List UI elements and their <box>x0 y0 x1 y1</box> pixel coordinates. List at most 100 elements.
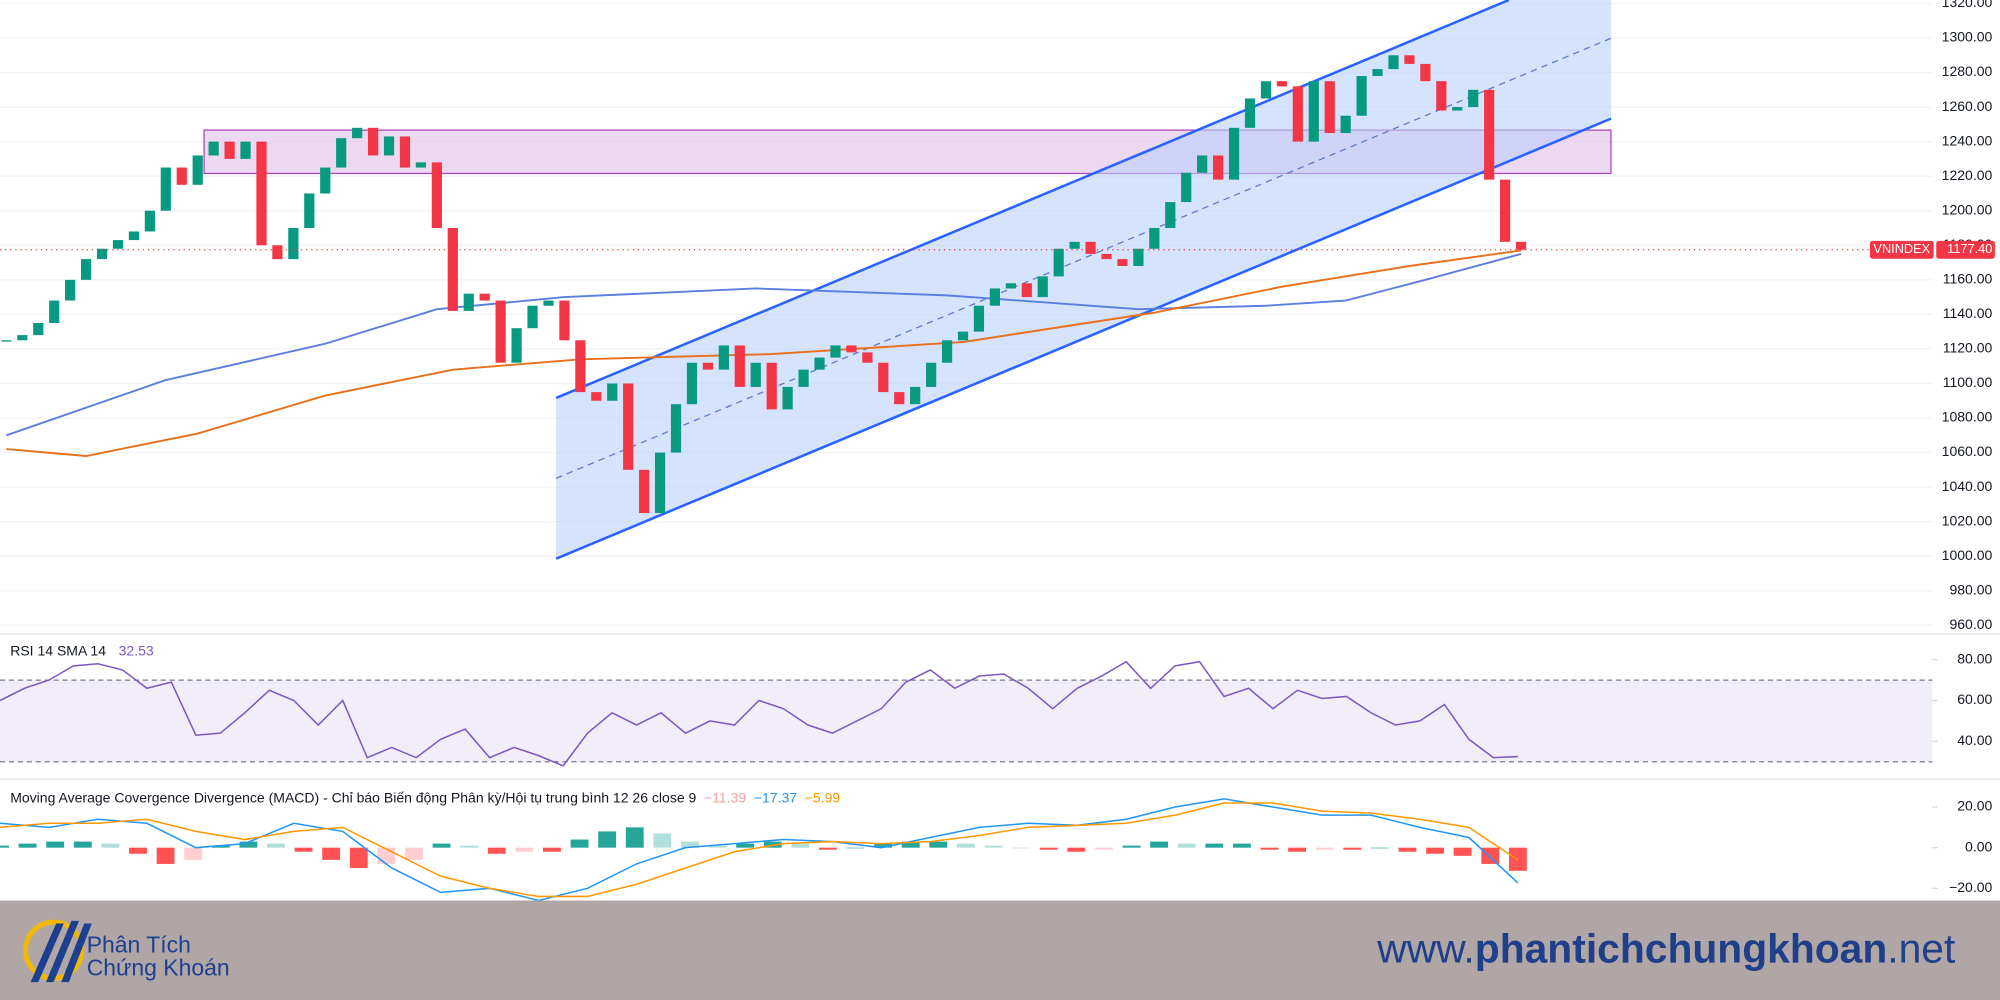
candle <box>17 335 28 341</box>
candle <box>1213 155 1224 180</box>
histogram-bar <box>1232 843 1251 848</box>
y-tick-label: 40.00 <box>1957 732 1992 748</box>
y-tick-label: 80.00 <box>1957 650 1992 666</box>
website-url: www.phantichchungkhoan.net <box>1376 925 1956 971</box>
candle <box>734 345 745 387</box>
histogram-bar <box>1260 847 1279 850</box>
histogram-bar <box>1039 847 1058 850</box>
channel-lower <box>555 117 1612 560</box>
candle <box>1340 115 1351 134</box>
y-tick-label: 1320.00 <box>1942 0 1993 10</box>
candle <box>1228 127 1240 180</box>
y-tick-label: 1060.00 <box>1942 443 1993 459</box>
y-tick-label: 980.00 <box>1949 581 1992 597</box>
y-tick-label: 20.00 <box>1957 798 1992 814</box>
candle <box>463 293 474 311</box>
y-tick-label: 1220.00 <box>1942 167 1993 183</box>
candle <box>80 259 92 280</box>
y-tick-label: 1300.00 <box>1942 29 1993 45</box>
candle <box>1484 89 1495 180</box>
candle <box>272 245 283 260</box>
candle <box>1372 69 1383 77</box>
candle <box>1 340 12 342</box>
candle <box>304 193 315 229</box>
histogram-bar <box>791 843 810 848</box>
candle <box>160 167 171 211</box>
url-part: www. <box>1376 925 1474 971</box>
candle <box>559 300 570 341</box>
histogram-bar <box>487 847 506 854</box>
y-tick-label: 1140.00 <box>1943 305 1993 321</box>
footer: Phân Tích Chứng Khoán www.phantichchungk… <box>0 900 2000 1000</box>
histogram-bar <box>1067 847 1086 852</box>
histogram-bar <box>349 847 368 868</box>
candle <box>1356 76 1367 116</box>
price-label: 1177.40 <box>1947 241 1992 256</box>
y-tick-label: 1100.00 <box>1943 374 1993 390</box>
histogram-bar <box>846 847 865 849</box>
candle <box>910 386 921 405</box>
candle <box>766 362 777 410</box>
candle <box>431 162 442 229</box>
histogram-bar <box>1205 843 1224 848</box>
candle <box>1005 283 1016 289</box>
histogram-bar <box>1343 847 1362 850</box>
candle <box>1324 81 1335 134</box>
candle <box>878 362 889 393</box>
candle <box>447 228 458 311</box>
candle <box>639 469 650 514</box>
y-tick-label: −20.00 <box>1949 879 1992 895</box>
candle <box>1308 81 1319 142</box>
indicator-value: −17.37 <box>754 789 797 805</box>
candle <box>1452 107 1463 111</box>
candle <box>623 383 634 470</box>
candle <box>862 352 873 363</box>
candle <box>1388 55 1399 70</box>
candle <box>288 228 299 260</box>
candle <box>1181 172 1192 203</box>
logo-text: Chứng Khoán <box>87 954 230 980</box>
y-tick-label: 0.00 <box>1965 838 1992 854</box>
candle <box>1468 89 1479 108</box>
candle <box>176 167 187 185</box>
histogram-bar <box>929 841 948 848</box>
logo-mark <box>30 920 92 983</box>
histogram-bar <box>984 845 1003 848</box>
candle <box>1165 202 1176 229</box>
histogram-bar <box>708 845 727 848</box>
histogram-bar <box>1453 847 1472 856</box>
candle <box>495 300 506 363</box>
candle <box>1149 228 1160 249</box>
candle <box>224 141 235 159</box>
candle <box>320 167 331 194</box>
histogram-bar <box>818 847 837 850</box>
candle <box>782 386 793 410</box>
y-tick-label: 1200.00 <box>1942 201 1993 217</box>
histogram-bar <box>1094 847 1113 850</box>
footer-bar <box>0 900 2000 1000</box>
candle <box>575 340 586 393</box>
histogram-bar <box>874 843 893 848</box>
channel-upper <box>555 0 1510 400</box>
candle <box>1117 259 1128 267</box>
candle <box>527 305 538 329</box>
histogram-bar <box>1177 843 1196 848</box>
histogram-bar <box>625 827 644 848</box>
candle <box>830 345 841 358</box>
histogram-bar <box>1426 847 1444 854</box>
candle <box>128 231 140 241</box>
candle <box>1037 276 1048 298</box>
candle <box>1515 241 1527 250</box>
histogram-bar <box>377 847 396 864</box>
histogram-bar <box>515 847 534 852</box>
indicator-title: Moving Average Covergence Divergence (MA… <box>10 789 840 805</box>
candle <box>144 210 155 232</box>
candle <box>989 288 1000 306</box>
symbol-label: VNINDEX <box>1873 241 1930 256</box>
histogram-bar <box>184 847 203 860</box>
candle <box>415 162 427 168</box>
candle <box>718 345 729 370</box>
price-panel: 960.00 980.00 1000.00 1020.00 1040.00 1060.00… <box>0 0 1995 632</box>
